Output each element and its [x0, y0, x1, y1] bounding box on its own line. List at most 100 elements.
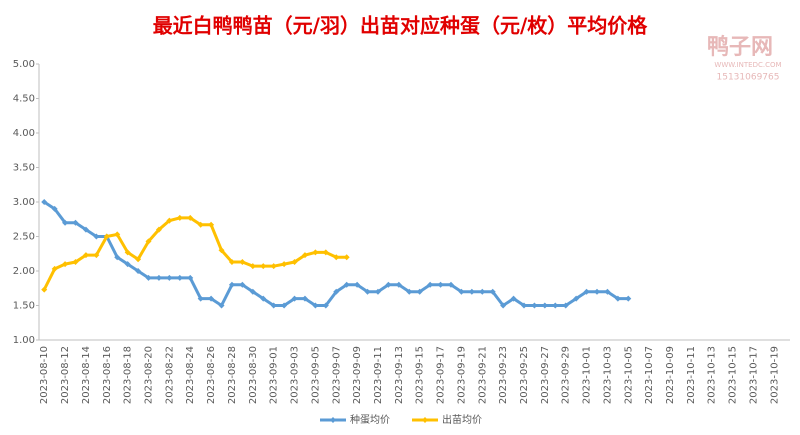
- point: [489, 288, 496, 295]
- point: [291, 295, 298, 302]
- x-tick-label: 2023-08-12: [60, 346, 71, 404]
- point: [500, 302, 507, 309]
- point: [208, 221, 215, 228]
- point: [51, 265, 58, 272]
- point: [343, 254, 350, 261]
- point: [510, 295, 517, 302]
- point: [260, 295, 267, 302]
- point: [364, 288, 371, 295]
- point: [260, 263, 267, 270]
- point: [82, 226, 89, 233]
- x-tick-label: 2023-10-01: [582, 346, 593, 404]
- watermark: 鸭子网: [707, 34, 773, 60]
- point: [72, 219, 79, 226]
- point: [312, 249, 319, 256]
- point: [406, 288, 413, 295]
- point: [427, 281, 434, 288]
- point: [239, 281, 246, 288]
- watermark: WWW.INTEDC.COM: [714, 61, 781, 69]
- point: [270, 302, 277, 309]
- y-tick-label: 2.50: [13, 232, 35, 243]
- x-tick-label: 2023-08-28: [227, 346, 238, 404]
- x-tick-label: 2023-09-25: [519, 346, 530, 404]
- point: [187, 214, 194, 221]
- point: [114, 231, 121, 238]
- point: [614, 295, 621, 302]
- legend-swatch: [330, 417, 336, 423]
- y-tick-label: 4.00: [13, 128, 35, 139]
- point: [82, 252, 89, 259]
- x-tick-label: 2023-08-14: [81, 346, 92, 404]
- x-tick-label: 2023-10-17: [748, 346, 759, 404]
- legend-label: 种蛋均价: [350, 413, 390, 426]
- point: [291, 259, 298, 266]
- point: [228, 259, 235, 266]
- y-tick-label: 5.00: [13, 59, 35, 70]
- point: [135, 268, 142, 274]
- x-tick-label: 2023-10-07: [644, 346, 655, 404]
- x-tick-label: 2023-09-03: [290, 346, 301, 404]
- x-tick-label: 2023-08-16: [102, 346, 113, 404]
- y-tick-label: 3.00: [13, 197, 35, 208]
- point: [531, 302, 538, 309]
- y-tick-label: 2.00: [13, 266, 35, 277]
- point: [301, 295, 308, 302]
- point: [155, 274, 162, 281]
- point: [166, 217, 173, 224]
- x-tick-label: 2023-09-09: [352, 346, 363, 404]
- point: [197, 295, 204, 302]
- legend-label: 出苗均价: [442, 413, 482, 426]
- point: [385, 281, 392, 288]
- point: [322, 249, 329, 256]
- point: [197, 221, 204, 228]
- point: [239, 259, 246, 266]
- point: [281, 261, 288, 268]
- x-tick-label: 2023-09-17: [436, 346, 447, 404]
- point: [62, 261, 69, 268]
- x-tick-label: 2023-09-11: [373, 346, 384, 404]
- point: [145, 238, 152, 245]
- x-tick-label: 2023-10-19: [769, 346, 780, 404]
- point: [520, 302, 527, 309]
- x-tick-label: 2023-09-13: [394, 346, 405, 404]
- point: [625, 295, 632, 302]
- chart-title: 最近白鸭鸭苗（元/羽）出苗对应种蛋（元/枚）平均价格: [153, 14, 649, 38]
- x-tick-label: 2023-10-05: [623, 346, 634, 404]
- point: [187, 274, 194, 281]
- point: [594, 288, 601, 295]
- point: [333, 254, 340, 261]
- x-tick-label: 2023-09-23: [498, 346, 509, 404]
- x-tick-label: 2023-09-05: [310, 346, 321, 404]
- point: [333, 288, 340, 295]
- point: [458, 288, 465, 295]
- point: [218, 302, 225, 309]
- point: [103, 233, 110, 240]
- point: [93, 252, 100, 259]
- x-tick-label: 2023-08-20: [144, 346, 155, 404]
- point: [155, 226, 162, 233]
- x-tick-label: 2023-09-07: [331, 346, 342, 404]
- point: [249, 263, 256, 270]
- x-tick-label: 2023-09-21: [477, 346, 488, 404]
- point: [312, 302, 319, 309]
- point: [573, 295, 580, 302]
- point: [562, 302, 569, 309]
- point: [437, 281, 444, 288]
- point: [541, 302, 548, 309]
- x-tick-label: 2023-09-01: [269, 346, 280, 404]
- point: [41, 286, 48, 293]
- point: [208, 295, 215, 302]
- x-tick-label: 2023-10-11: [686, 346, 697, 404]
- point: [176, 274, 183, 281]
- point: [322, 302, 329, 309]
- point: [249, 288, 256, 295]
- x-tick-label: 2023-10-03: [602, 346, 613, 404]
- x-tick-label: 2023-09-19: [456, 346, 467, 404]
- point: [583, 288, 590, 295]
- point: [176, 214, 183, 221]
- point: [41, 199, 48, 205]
- watermark: 15131069765: [717, 73, 780, 83]
- point: [228, 281, 235, 288]
